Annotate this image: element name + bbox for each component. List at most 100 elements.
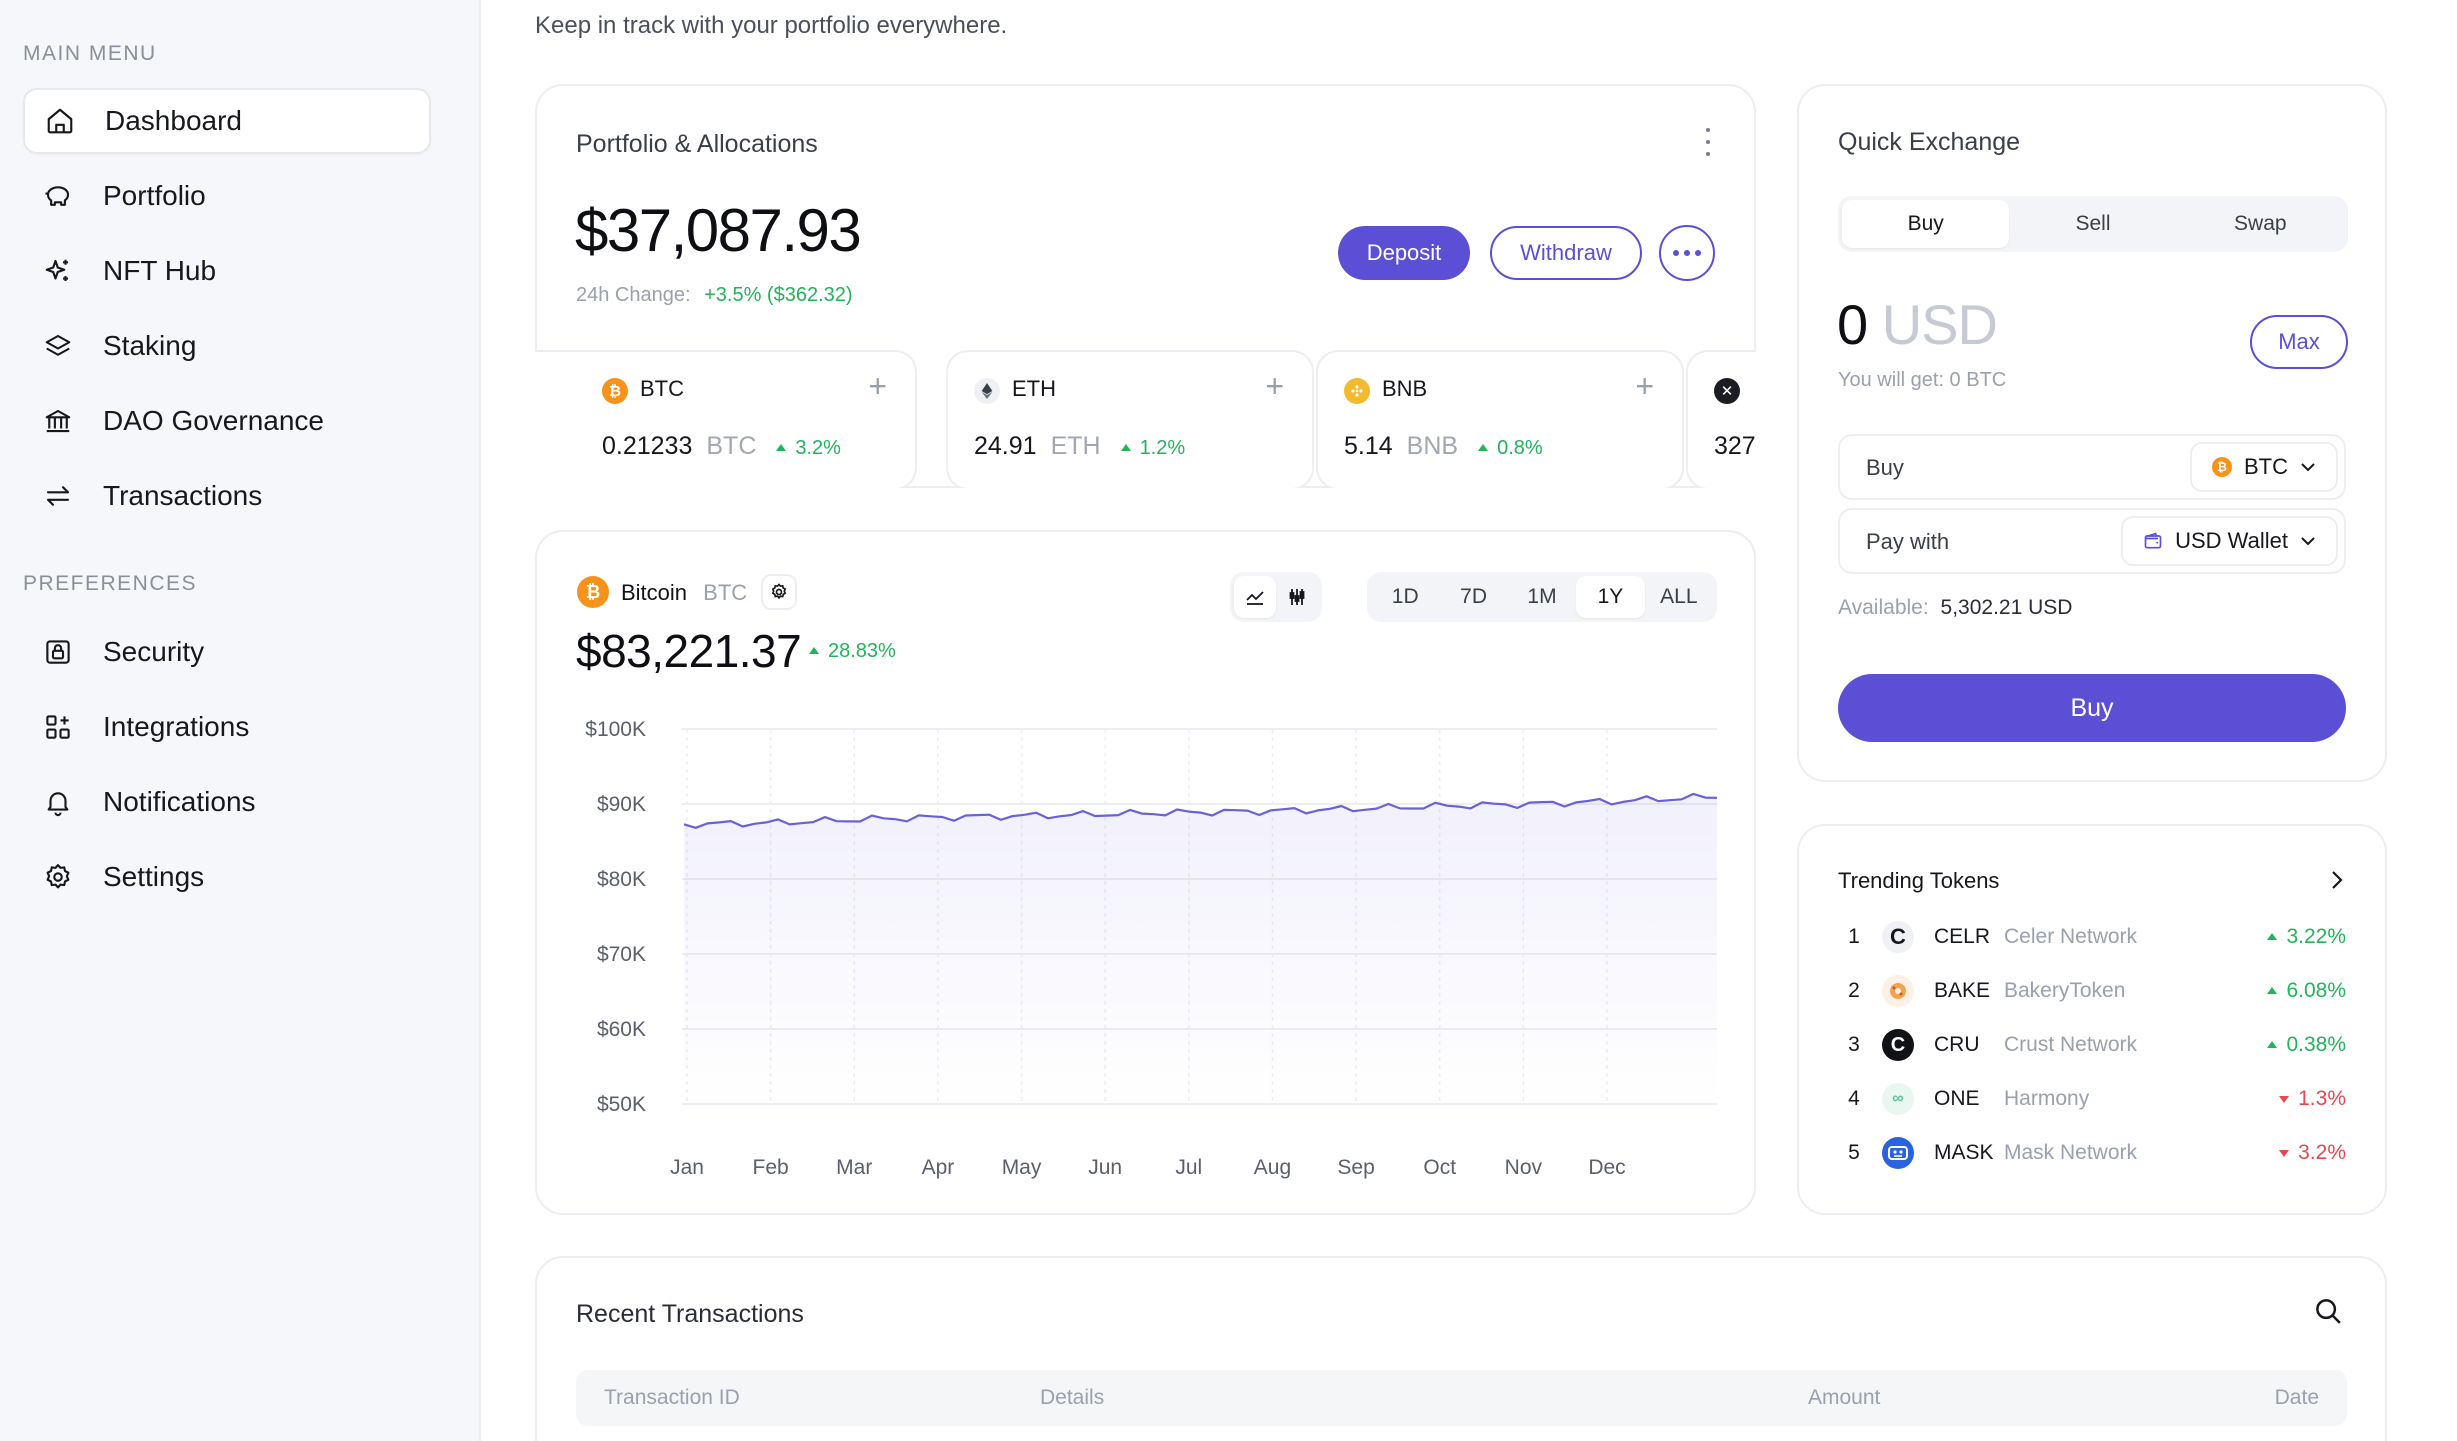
sidebar-item-label: NFT Hub — [103, 255, 217, 286]
gear-icon — [46, 864, 70, 889]
portfolio-more-icon[interactable] — [1704, 128, 1712, 156]
sidebar: MAIN MENU Dashboard Portfolio NFT Hub St… — [0, 0, 481, 1441]
range-1y[interactable]: 1Y — [1576, 576, 1645, 618]
sidebar-item-label: Portfolio — [103, 180, 206, 211]
line-chart-button[interactable] — [1234, 576, 1276, 618]
price-line — [683, 792, 1718, 829]
trending-row[interactable]: 3 C CRU Crust Network 0.38% — [1838, 1025, 2346, 1065]
available-balance: Available: 5,302.21 USD — [1838, 596, 2072, 620]
token-change: 3.2% — [2279, 1141, 2346, 1165]
coin-price: $83,221.37 — [576, 625, 802, 677]
change-value: +3.5% ($362.32) — [704, 284, 853, 306]
trending-row[interactable]: 2 BAKE BakeryToken 6.08% — [1838, 971, 2346, 1011]
transactions-table-header: Transaction ID Details Amount Date — [576, 1370, 2347, 1426]
sidebar-item-notifications[interactable]: Notifications — [23, 769, 431, 835]
preferences-label: PREFERENCES — [23, 572, 198, 595]
token-symbol: CRU — [1934, 1033, 1980, 1056]
token-change: 0.38% — [2267, 1033, 2346, 1057]
price-chart: $100K $90K $80K $70K $60K $50K Jan Feb Mar Apr May… — [585, 718, 1718, 1179]
token-symbol: CELR — [1934, 925, 1991, 948]
recent-transactions-card: Recent Transactions Transaction ID Detai… — [535, 1256, 2387, 1441]
range-1m[interactable]: 1M — [1527, 585, 1557, 608]
token-rank: 1 — [1848, 925, 1860, 948]
buy-asset-select[interactable]: ₿ BTC — [2190, 442, 2338, 492]
sidebar-item-label: Security — [103, 636, 205, 667]
sidebar-item-portfolio[interactable]: Portfolio — [23, 163, 431, 229]
coin-settings-button[interactable] — [761, 574, 797, 610]
y-tick-label: $90K — [597, 793, 646, 816]
x-tick-label: Nov — [1505, 1156, 1543, 1179]
pay-field-label: Pay with — [1866, 529, 1950, 554]
trending-row[interactable]: 4 ∞ ONE Harmony 1.3% — [1838, 1079, 2346, 1119]
portfolio-card: Portfolio & Allocations $37,087.93 24h C… — [535, 84, 1756, 488]
candle-chart-button[interactable] — [1276, 576, 1318, 618]
sidebar-item-security[interactable]: Security — [23, 619, 431, 685]
column-details[interactable]: Details — [1040, 1386, 1105, 1409]
token-name: Celer Network — [2004, 925, 2138, 948]
grid-plus-icon — [46, 715, 70, 739]
bitcoin-coin-icon: ₿ — [577, 576, 609, 608]
bank-icon — [45, 409, 71, 433]
exchange-tabs: Buy Sell Swap — [1838, 196, 2348, 252]
tab-sell[interactable]: Sell — [2075, 212, 2111, 235]
token-symbol: MASK — [1934, 1141, 1994, 1164]
search-icon[interactable] — [2313, 1296, 2343, 1326]
x-tick-label: Sep — [1337, 1156, 1374, 1179]
sidebar-item-dao-governance[interactable]: DAO Governance — [23, 388, 431, 454]
portfolio-options-button[interactable] — [1659, 225, 1715, 281]
sidebar-item-transactions[interactable]: Transactions — [23, 463, 431, 529]
token-name: BakeryToken — [2004, 979, 2126, 1002]
bake-token-icon — [1882, 975, 1914, 1007]
x-tick-label: Apr — [922, 1156, 955, 1179]
column-amount[interactable]: Amount — [1808, 1386, 1881, 1409]
x-tick-label: Oct — [1423, 1156, 1456, 1179]
gear-icon — [771, 583, 787, 600]
withdraw-button[interactable]: Withdraw — [1490, 226, 1642, 280]
token-symbol: BAKE — [1934, 979, 1991, 1002]
buy-submit-button[interactable]: Buy — [1838, 674, 2346, 742]
coin-header: Bitcoin BTC — [621, 580, 747, 606]
pay-method-select[interactable]: USD Wallet — [2121, 516, 2338, 566]
token-name: Mask Network — [2004, 1141, 2138, 1164]
exchange-amount-input[interactable]: 0 USD — [1837, 292, 1998, 357]
x-tick-label: Mar — [836, 1156, 872, 1179]
sidebar-item-nft-hub[interactable]: NFT Hub — [23, 238, 431, 304]
main-menu-label: MAIN MENU — [23, 42, 157, 65]
sidebar-item-integrations[interactable]: Integrations — [23, 694, 431, 760]
tab-buy[interactable]: Buy — [1842, 200, 2010, 248]
coin-name: Bitcoin — [621, 580, 688, 605]
sidebar-item-dashboard[interactable]: Dashboard — [23, 88, 431, 154]
tab-swap[interactable]: Swap — [2234, 212, 2287, 235]
x-tick-label: May — [1002, 1156, 1042, 1179]
sidebar-item-settings[interactable]: Settings — [23, 844, 431, 910]
line-chart-icon — [1246, 591, 1264, 605]
column-date[interactable]: Date — [2274, 1386, 2319, 1409]
amount-value: 0 — [1837, 293, 1868, 356]
trending-row[interactable]: 5 MASK Mask Network 3.2% — [1838, 1133, 2346, 1173]
wallet-icon — [2144, 532, 2162, 549]
receive-estimate: You will get: 0 BTC — [1838, 369, 2007, 391]
transactions-title: Recent Transactions — [576, 1300, 804, 1328]
time-range-selector: 1D 7D 1M 1Y ALL — [1367, 572, 1717, 622]
sidebar-item-label: Settings — [103, 861, 205, 892]
chevron-down-icon — [2301, 463, 2315, 472]
chevron-right-icon[interactable] — [2331, 870, 2343, 890]
column-transaction-id[interactable]: Transaction ID — [604, 1386, 740, 1409]
x-tick-label: Feb — [753, 1156, 789, 1179]
sidebar-item-staking[interactable]: Staking — [23, 313, 431, 379]
sidebar-item-label: Transactions — [103, 480, 263, 511]
home-icon — [47, 108, 73, 134]
range-all[interactable]: ALL — [1660, 585, 1698, 608]
token-rank: 2 — [1848, 979, 1860, 1002]
x-tick-label: Jan — [670, 1156, 704, 1179]
buy-asset-field: Buy ₿ BTC — [1838, 434, 2346, 500]
range-1d[interactable]: 1D — [1391, 585, 1419, 608]
token-rank: 5 — [1848, 1141, 1860, 1164]
pay-method-value: USD Wallet — [2175, 528, 2288, 553]
trending-row[interactable]: 1 C CELR Celer Network 3.22% — [1838, 917, 2346, 957]
deposit-button[interactable]: Deposit — [1338, 226, 1470, 280]
max-button[interactable]: Max — [2250, 315, 2348, 369]
y-tick-label: $80K — [597, 868, 646, 891]
range-7d[interactable]: 7D — [1460, 585, 1488, 608]
y-tick-label: $70K — [597, 943, 646, 966]
